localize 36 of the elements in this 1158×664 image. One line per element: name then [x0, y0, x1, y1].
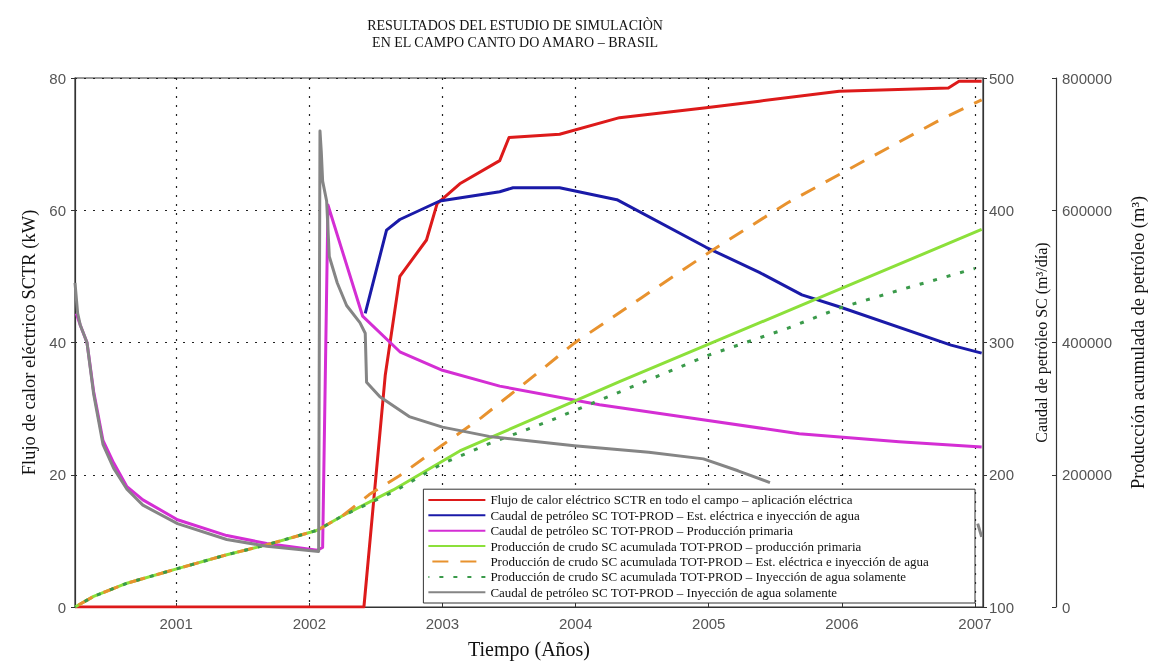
y2-tick-label: 500: [989, 69, 1015, 87]
y2-tick-label: 100: [989, 598, 1015, 616]
x-tick-label: 2002: [292, 615, 327, 632]
y-tick-label: 80: [49, 69, 66, 87]
y2-tick-label: 300: [989, 334, 1015, 351]
legend-label: Producción de crudo SC acumulada TOT-PROD – Inyección de agua solamente: [490, 569, 907, 585]
x-tick-label: 2005: [692, 615, 726, 632]
y3-tick-label: 800000: [1062, 69, 1113, 87]
y3-tick-label: 400000: [1062, 334, 1113, 351]
legend-label: Producción de crudo SC acumulada TOT-PROD – Est. eléctrica e inyección de agua: [490, 554, 929, 569]
y3-tick-label: 0: [1062, 598, 1071, 616]
y2-tick-label: 200: [989, 466, 1015, 484]
y3-tick-label: 200000: [1062, 466, 1113, 484]
x-tick-label: 2004: [558, 615, 593, 632]
legend-label: Flujo de calor eléctrico SCTR en todo el campo – aplicación eléctrica: [490, 492, 853, 508]
y-tick-label: 40: [49, 334, 66, 351]
y-tick-label: 60: [49, 201, 66, 219]
y2-tick-label: 400: [989, 201, 1015, 219]
y3-axis-title: Producción acumulada de petróleo (m³): [1127, 195, 1149, 490]
y-tick-label: 20: [49, 466, 66, 484]
x-axis-title: Tiempo (Años): [467, 638, 591, 661]
y2-axis-title: Caudal de petróleo SC (m³/día): [1032, 242, 1051, 443]
legend-label: Caudal de petróleo SC TOT-PROD – Producción primaria: [490, 523, 794, 539]
chart-subtitle: EN EL CAMPO CANTO DO AMARO – BRASIL: [372, 34, 658, 50]
legend-label: Producción de crudo SC acumulada TOT-PROD – producción primaria: [490, 538, 862, 554]
legend-label: Caudal de petróleo SC TOT-PROD – Est. eléctrica e inyección de agua: [490, 507, 861, 523]
chart-title: RESULTADOS DEL ESTUDIO DE SIMULACIÒN: [367, 16, 663, 33]
x-tick-label: 2001: [159, 615, 193, 632]
legend-label: Caudal de petróleo SC TOT-PROD – Inyección de agua solamente: [490, 584, 838, 600]
line-series: [363, 186, 984, 355]
x-tick-label: 2006: [825, 615, 859, 632]
y3-tick-label: 600000: [1062, 201, 1113, 219]
y-axis-title: Flujo de calor eléctrico SCTR (kW): [18, 209, 40, 476]
y-tick-label: 0: [57, 598, 66, 616]
x-tick-label: 2003: [425, 615, 460, 632]
x-tick-label: 2007: [958, 615, 992, 632]
